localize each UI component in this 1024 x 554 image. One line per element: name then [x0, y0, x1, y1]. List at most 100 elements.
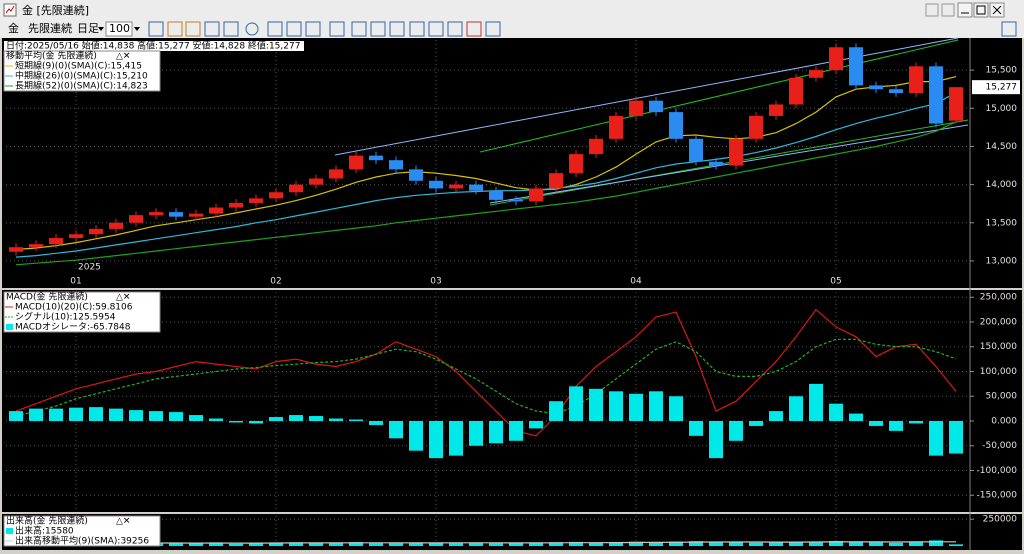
candle-body [349, 155, 363, 170]
legend-swatch [6, 528, 13, 534]
tool-clock[interactable] [305, 21, 321, 37]
bar [869, 420, 883, 426]
bar [209, 542, 223, 546]
bar [289, 415, 303, 421]
candle-body [869, 85, 883, 90]
tool-indicator-1[interactable] [351, 21, 367, 37]
legend-close[interactable]: △✕ [116, 52, 130, 62]
bar [909, 420, 923, 424]
toolbar-symbol[interactable]: 金 [8, 22, 19, 35]
bar [709, 420, 723, 459]
y-tick-label: 200,000 [980, 317, 1017, 327]
bar [609, 542, 623, 546]
bar [809, 383, 823, 421]
pin-button[interactable] [925, 3, 939, 17]
y-tick-label: 14,000 [986, 180, 1018, 190]
bar [509, 420, 523, 441]
candle-body [769, 104, 783, 116]
tool-indicator-4[interactable] [409, 21, 425, 37]
candle-body [89, 228, 103, 235]
bar [649, 542, 663, 546]
candle-body [249, 198, 263, 203]
legend-close[interactable]: △✕ [116, 293, 130, 303]
toolbar-period[interactable]: 日足 [77, 22, 99, 35]
legend-entry: 長期線(52)(0)(SMA)(C):14,823 [15, 80, 148, 92]
candle-body [429, 180, 443, 189]
tool-indicator-6[interactable] [447, 21, 463, 37]
tool-refresh[interactable] [245, 22, 259, 36]
candle-body [189, 213, 203, 217]
last-price-box [972, 80, 1020, 95]
candle-body [809, 70, 823, 78]
bar [109, 408, 123, 421]
tool-bars[interactable] [329, 21, 345, 37]
bar [949, 420, 963, 454]
tool-cursor[interactable] [148, 21, 164, 37]
tool-indicator-8[interactable] [485, 21, 501, 37]
bar [369, 542, 383, 546]
candle-body [469, 184, 483, 191]
candle-body [909, 66, 923, 94]
tool-indicator-7[interactable] [466, 21, 482, 37]
count-input[interactable] [105, 21, 133, 37]
tool-window[interactable] [267, 21, 283, 37]
y-tick-label: -100,000 [977, 466, 1018, 476]
y-tick-label: 0.000 [991, 416, 1017, 426]
series-line [15, 76, 957, 251]
link-button[interactable] [941, 3, 955, 17]
tool-hand[interactable] [167, 21, 183, 37]
candle-body [829, 47, 843, 71]
bar [49, 408, 63, 421]
period-dropdown-arrow[interactable] [98, 27, 104, 31]
x-tick-label: 02 [270, 277, 281, 287]
candle-body [689, 138, 703, 162]
legend-entry: 出来高移動平均(9)(SMA):39256 [15, 535, 149, 547]
bar [229, 543, 243, 546]
bar [649, 391, 663, 421]
tool-indicator-3[interactable] [389, 21, 405, 37]
candle-body [369, 155, 383, 161]
bar [729, 420, 743, 441]
bar [629, 541, 643, 546]
candle-body [449, 184, 463, 189]
candle-body [289, 184, 303, 193]
bar [569, 386, 583, 421]
bar [29, 408, 43, 421]
y-tick-label: 150,000 [980, 342, 1017, 352]
candle-body [109, 222, 123, 229]
candle-body [589, 138, 603, 155]
candle-body [729, 138, 743, 166]
candle-body [629, 100, 643, 116]
tool-edit[interactable] [223, 21, 239, 37]
toolbar-contract[interactable]: 先限連続 [28, 21, 72, 35]
maximize-button[interactable] [973, 2, 989, 18]
legend-entry: MACD(10)(20)(C):59.8106 [15, 303, 133, 313]
tool-indicator-5[interactable] [428, 21, 444, 37]
tool-settings[interactable] [1001, 21, 1017, 37]
toolbar-count[interactable]: 100 [109, 22, 130, 35]
tool-line[interactable] [204, 21, 220, 37]
bar [589, 542, 603, 546]
bar [549, 401, 563, 421]
bar [349, 542, 363, 546]
y-tick-label: 13,500 [986, 218, 1018, 228]
candle-body [209, 207, 223, 214]
last-price-label: 15,277 [986, 83, 1018, 93]
bar [589, 388, 603, 421]
bar [749, 542, 763, 546]
series-line [15, 91, 957, 258]
legend-close[interactable]: △✕ [116, 517, 130, 527]
bar [69, 407, 83, 421]
tool-indicator-2[interactable] [370, 21, 386, 37]
bar [309, 543, 323, 546]
tool-pen[interactable] [185, 21, 201, 37]
bar [829, 403, 843, 421]
candle-body [549, 173, 563, 189]
y-tick-label: -150,000 [977, 491, 1018, 501]
tool-zoom[interactable] [286, 21, 302, 37]
bar [789, 396, 803, 421]
bar [169, 412, 183, 421]
minimize-button[interactable] [957, 2, 973, 18]
bar [749, 420, 763, 426]
